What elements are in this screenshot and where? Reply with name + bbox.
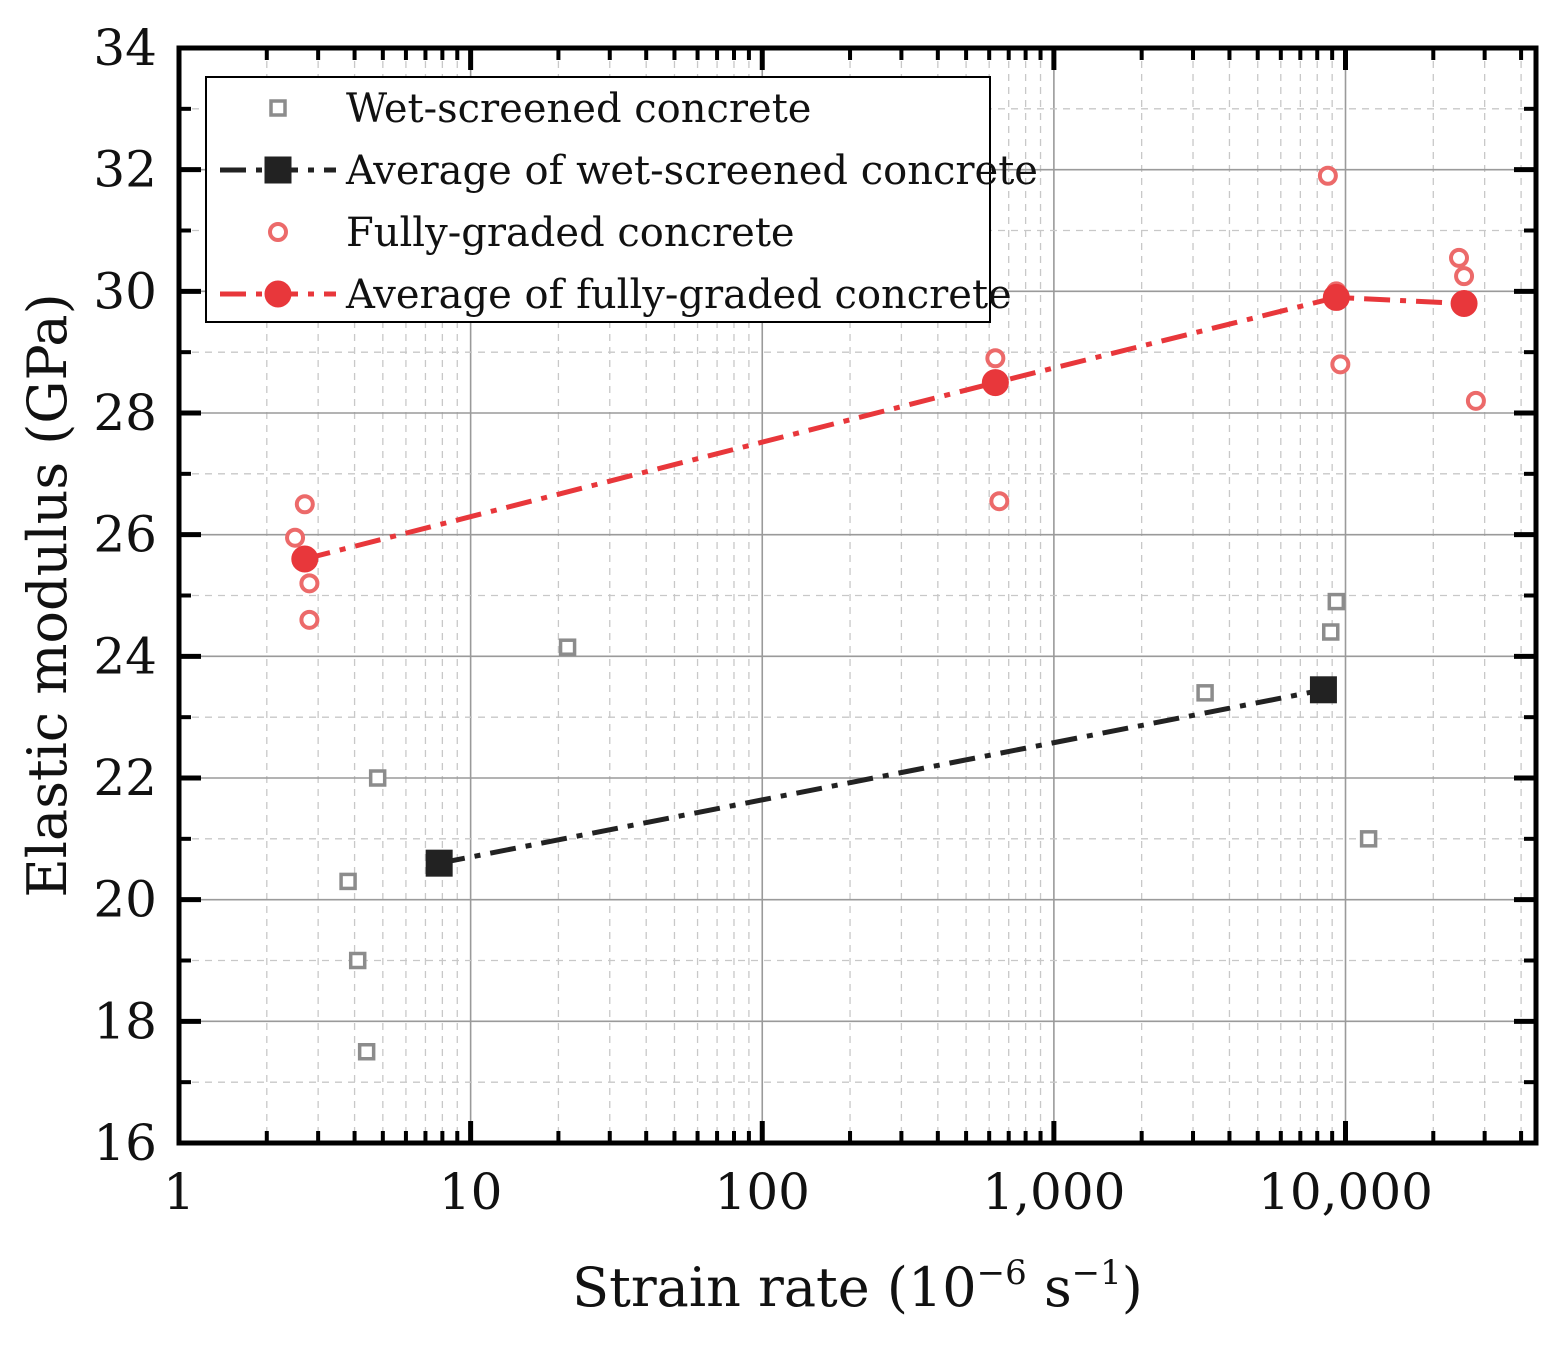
data-point xyxy=(1450,290,1478,317)
y-tick-label: 32 xyxy=(93,141,157,199)
legend-label-3: Average of fully-graded concrete xyxy=(345,272,1012,318)
series-layer xyxy=(285,165,1486,1061)
legend-label-2: Fully-graded concrete xyxy=(346,210,795,256)
y-tick-label: 16 xyxy=(93,1114,157,1172)
x-tick-label: 10,000 xyxy=(1258,1163,1433,1221)
data-point xyxy=(348,951,367,970)
data-point xyxy=(357,1043,376,1061)
y-tick-label: 18 xyxy=(93,992,157,1050)
y-tick-label: 22 xyxy=(93,749,157,807)
y-tick-label: 28 xyxy=(93,384,157,442)
data-point xyxy=(1322,283,1350,311)
data-point xyxy=(368,769,387,787)
data-point xyxy=(1454,266,1475,287)
x-tick-label: 1,000 xyxy=(982,1163,1125,1221)
data-point xyxy=(1465,390,1486,411)
data-point xyxy=(425,849,453,877)
data-point xyxy=(989,491,1010,512)
x-tick-label: 1 xyxy=(163,1163,195,1221)
data-point xyxy=(291,545,319,573)
data-point xyxy=(985,348,1006,369)
y-axis-title: Elastic modulus (GPa) xyxy=(16,293,79,897)
data-point xyxy=(1448,247,1469,268)
x-axis-title-unit: s xyxy=(1027,1256,1072,1319)
x-tick-label: 100 xyxy=(715,1163,810,1221)
data-point xyxy=(1327,592,1346,611)
y-tick-label: 26 xyxy=(93,506,157,564)
data-point xyxy=(1321,623,1340,641)
y-tick-label: 24 xyxy=(93,627,157,685)
legend-marker-3 xyxy=(264,280,292,308)
data-point xyxy=(981,369,1009,397)
x-tick-label: 10 xyxy=(439,1163,503,1221)
data-point xyxy=(339,872,357,891)
data-point xyxy=(1359,830,1378,848)
data-point xyxy=(294,494,315,515)
ticks xyxy=(176,45,1536,1146)
legend-marker-2 xyxy=(268,222,288,242)
legend-box xyxy=(205,76,991,323)
legend-marker-0 xyxy=(269,99,287,117)
x-axis-title-main: Strain rate (10 xyxy=(572,1256,977,1319)
x-axis-title-exponent-2: −1 xyxy=(1072,1253,1122,1293)
data-point xyxy=(299,609,320,630)
y-tick-label: 30 xyxy=(93,262,157,320)
data-point xyxy=(1196,684,1214,702)
y-tick-label: 34 xyxy=(93,19,157,77)
data-point xyxy=(285,527,306,548)
y-tick-label: 20 xyxy=(93,871,157,929)
data-point xyxy=(1317,165,1338,186)
tick-labels: 1 10 100 1,000 10,000 16 18 20 22 24 26 28 30 32 34 xyxy=(93,19,1433,1221)
x-axis-title-exponent-1: −6 xyxy=(977,1253,1027,1293)
legend-marker-1 xyxy=(264,156,292,184)
data-point xyxy=(299,573,320,594)
data-point xyxy=(1309,676,1337,704)
data-point xyxy=(1330,354,1351,375)
series-line-1 xyxy=(438,687,1324,866)
x-axis-title: Strain rate (10−6 s−1) xyxy=(572,1253,1143,1319)
legend-label-1: Average of wet-screened concrete xyxy=(345,148,1038,194)
data-point xyxy=(558,638,577,656)
legend: Wet-screened concrete Average of wet-scre… xyxy=(205,76,1038,323)
x-axis-title-end: ) xyxy=(1122,1256,1143,1319)
legend-label-0: Wet-screened concrete xyxy=(346,86,811,132)
series-line-3 xyxy=(304,294,1465,562)
